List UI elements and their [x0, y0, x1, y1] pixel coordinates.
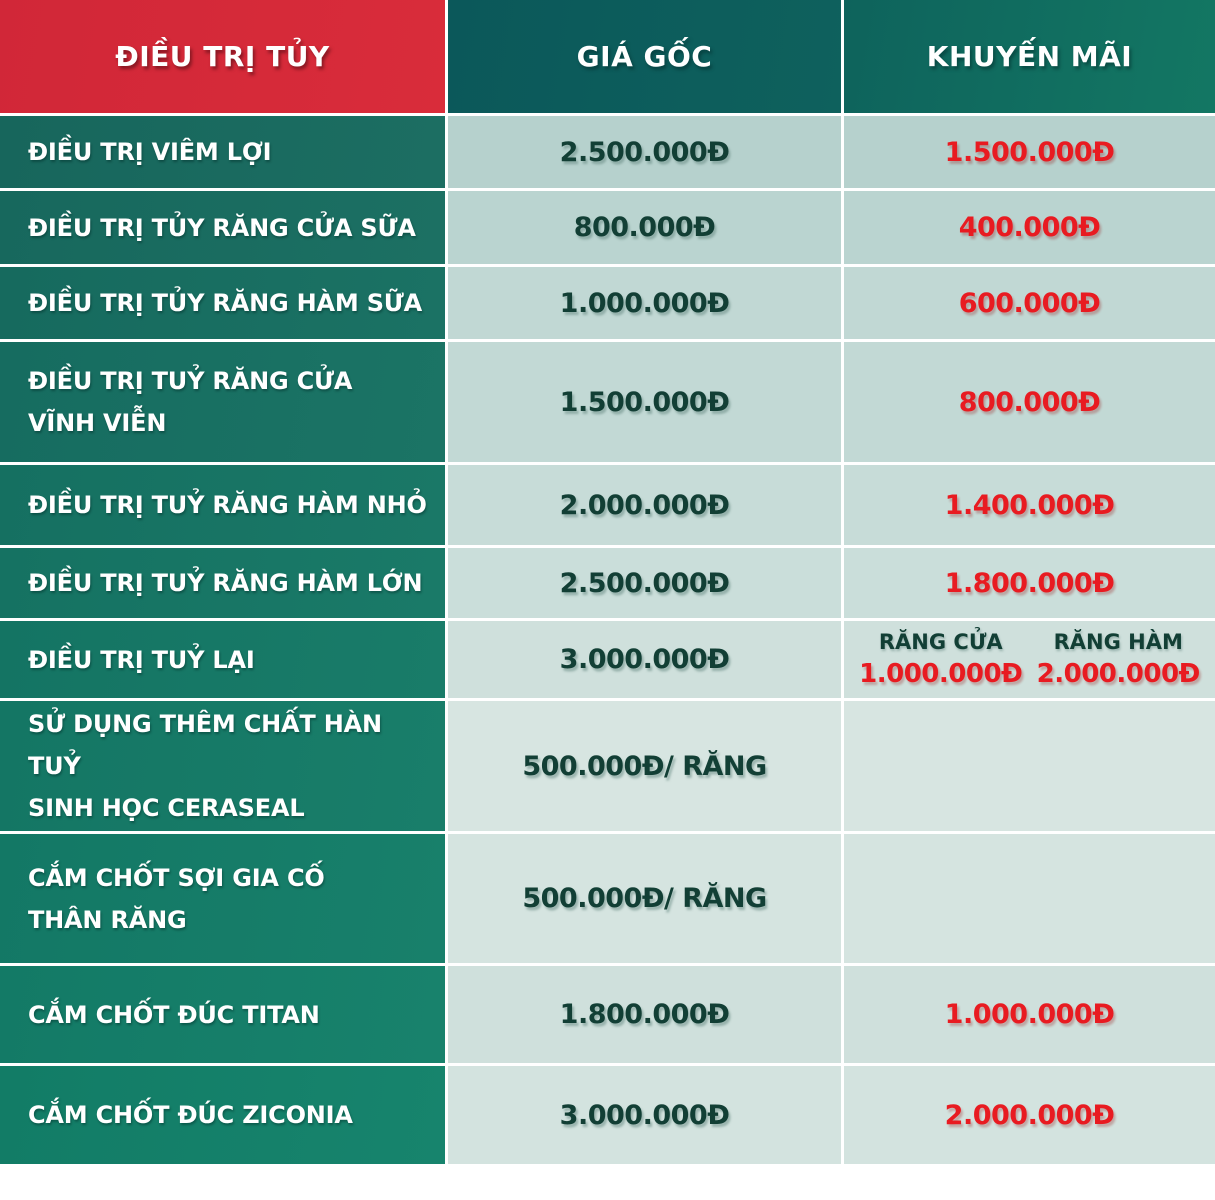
treatment-name: ĐIỀU TRỊ TỦY RĂNG CỬA SỮA: [0, 191, 445, 264]
header-promo-price: KHUYẾN MÃI: [844, 0, 1215, 113]
original-price: 2.000.000Đ: [559, 489, 730, 521]
original-price: 500.000Đ/ RĂNG: [522, 750, 767, 782]
promo-price: 1.400.000Đ: [944, 489, 1115, 521]
promo-price: 1.500.000Đ: [944, 136, 1115, 168]
header-original-price: GIÁ GỐC: [448, 0, 841, 113]
promo-price-cell-empty: [844, 834, 1215, 963]
original-price-cell: 3.000.000Đ: [448, 621, 841, 698]
treatment-name: ĐIỀU TRỊ TUỶ RĂNG HÀM LỚN: [0, 548, 445, 618]
treatment-name: ĐIỀU TRỊ TUỶ RĂNG CỬA VĨNH VIỄN: [0, 342, 445, 462]
treatment-name: ĐIỀU TRỊ TUỶ RĂNG HÀM NHỎ: [0, 465, 445, 545]
promo-price-cell-empty: [844, 701, 1215, 831]
promo-price-cell: 600.000Đ: [844, 267, 1215, 339]
header-promo-label: KHUYẾN MÃI: [926, 40, 1133, 73]
promo-price: 1.800.000Đ: [944, 567, 1115, 599]
promo-price-cell: 2.000.000Đ: [844, 1066, 1215, 1164]
promo-price-cell-split: RĂNG CỬA RĂNG HÀM 1.000.000Đ 2.000.000Đ: [844, 621, 1215, 698]
original-price-cell: 1.500.000Đ: [448, 342, 841, 462]
original-price: 2.500.000Đ: [559, 136, 730, 168]
promo-split-right-price: 2.000.000Đ: [1036, 659, 1201, 689]
promo-price: 600.000Đ: [958, 287, 1101, 319]
promo-price-cell: 1.000.000Đ: [844, 966, 1215, 1063]
original-price: 1.500.000Đ: [559, 386, 730, 418]
promo-price-cell: 1.800.000Đ: [844, 548, 1215, 618]
original-price-cell: 2.500.000Đ: [448, 116, 841, 188]
treatment-name: CẮM CHỐT ĐÚC TITAN: [0, 966, 445, 1063]
original-price-cell: 1.000.000Đ: [448, 267, 841, 339]
header-treatment-label: ĐIỀU TRỊ TỦY: [115, 40, 330, 73]
original-price: 3.000.000Đ: [559, 1099, 730, 1131]
promo-price-cell: 1.500.000Đ: [844, 116, 1215, 188]
promo-price-cell: 1.400.000Đ: [844, 465, 1215, 545]
original-price-cell: 500.000Đ/ RĂNG: [448, 834, 841, 963]
promo-price: 1.000.000Đ: [944, 999, 1115, 1030]
original-price-cell: 800.000Đ: [448, 191, 841, 264]
treatment-name: ĐIỀU TRỊ VIÊM LỢI: [0, 116, 445, 188]
original-price: 800.000Đ: [573, 212, 716, 243]
treatment-name: CẮM CHỐT ĐÚC ZICONIA: [0, 1066, 445, 1164]
original-price-cell: 2.500.000Đ: [448, 548, 841, 618]
original-price: 1.000.000Đ: [559, 287, 730, 319]
header-original-label: GIÁ GỐC: [576, 40, 713, 73]
header-treatment: ĐIỀU TRỊ TỦY: [0, 0, 445, 113]
original-price: 2.500.000Đ: [559, 567, 730, 599]
promo-price: 800.000Đ: [958, 386, 1101, 418]
promo-split-grid: RĂNG CỬA RĂNG HÀM 1.000.000Đ 2.000.000Đ: [852, 630, 1207, 689]
original-price: 1.800.000Đ: [559, 999, 730, 1030]
promo-price: 400.000Đ: [958, 212, 1101, 243]
promo-price-cell: 400.000Đ: [844, 191, 1215, 264]
original-price: 500.000Đ/ RĂNG: [522, 883, 767, 914]
treatment-name: ĐIỀU TRỊ TUỶ LẠI: [0, 621, 445, 698]
treatment-name: CẮM CHỐT SỢI GIA CỐ THÂN RĂNG: [0, 834, 445, 963]
original-price-cell: 2.000.000Đ: [448, 465, 841, 545]
promo-split-left-price: 1.000.000Đ: [859, 659, 1023, 689]
promo-price-cell: 800.000Đ: [844, 342, 1215, 462]
original-price-cell: 1.800.000Đ: [448, 966, 841, 1063]
promo-split-right-label: RĂNG HÀM: [1053, 630, 1183, 654]
original-price-cell: 3.000.000Đ: [448, 1066, 841, 1164]
treatment-name: SỬ DỤNG THÊM CHẤT HÀN TUỶ SINH HỌC CERAS…: [0, 701, 445, 831]
promo-split-left-label: RĂNG CỬA: [878, 630, 1003, 654]
original-price: 3.000.000Đ: [559, 644, 730, 675]
original-price-cell: 500.000Đ/ RĂNG: [448, 701, 841, 831]
promo-price: 2.000.000Đ: [944, 1099, 1115, 1131]
price-table: ĐIỀU TRỊ TỦY GIÁ GỐC KHUYẾN MÃI ĐIỀU TRỊ…: [0, 0, 1215, 1164]
treatment-name: ĐIỀU TRỊ TỦY RĂNG HÀM SỮA: [0, 267, 445, 339]
